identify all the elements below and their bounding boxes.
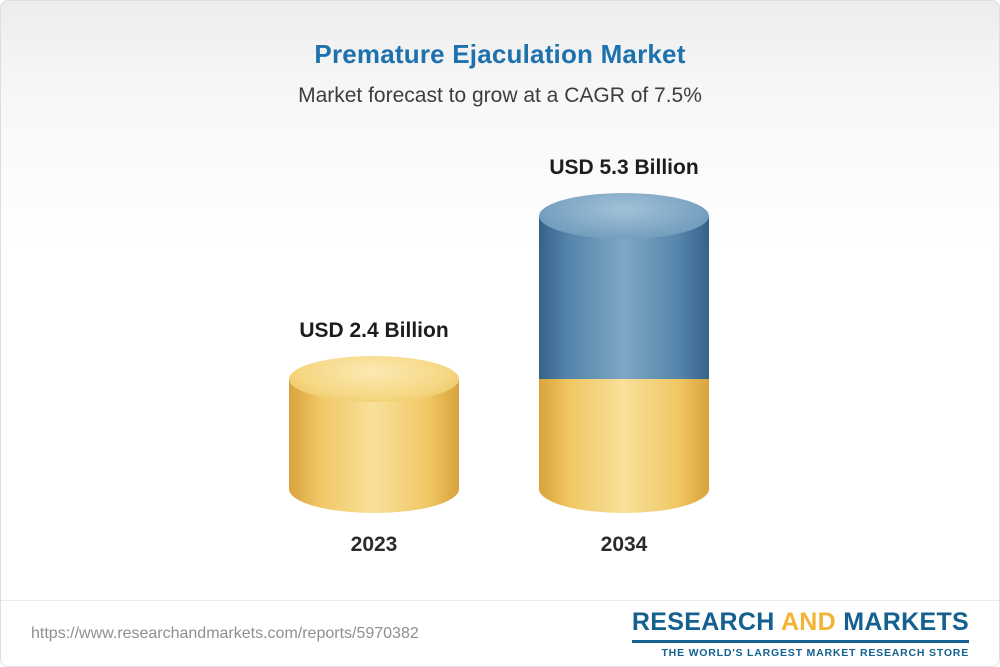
logo-word-and: AND: [780, 608, 837, 636]
logo-word-markets: MARKETS: [843, 608, 969, 636]
logo-wordmark: RESEARCH AND MARKETS: [632, 608, 969, 637]
report-url: https://www.researchandmarkets.com/repor…: [31, 624, 419, 642]
logo-rule: [631, 640, 969, 643]
logo-tagline: THE WORLD'S LARGEST MARKET RESEARCH STOR…: [661, 647, 969, 659]
logo-word-research: RESEARCH: [631, 608, 775, 636]
bar-group-2034: USD 5.3 Billion 2034: [539, 156, 709, 557]
chart-subtitle: Market forecast to grow at a CAGR of 7.5…: [298, 84, 702, 107]
axis-label-2034: 2034: [600, 533, 648, 556]
cylinder-2034: [539, 193, 709, 513]
bar-group-2023: USD 2.4 Billion 2023: [289, 319, 459, 557]
chart-title: Premature Ejaculation Market: [314, 39, 686, 69]
bar-value-label-2034: USD 5.3 Billion: [549, 156, 699, 180]
header: Premature Ejaculation Market Market fore…: [1, 39, 999, 108]
cylinder-segment-gold: [539, 378, 709, 513]
axis-label-2023: 2023: [350, 533, 398, 556]
research-and-markets-logo: RESEARCH AND MARKETS THE WORLD'S LARGEST…: [631, 608, 969, 659]
cylinder-2023: [289, 355, 459, 513]
bar-value-label-2023: USD 2.4 Billion: [299, 318, 449, 342]
cylinder-segment-blue: [539, 216, 709, 379]
footer: https://www.researchandmarkets.com/repor…: [1, 600, 999, 666]
cylinder-top-cap: [289, 355, 459, 402]
cylinder-top-cap: [539, 193, 709, 240]
